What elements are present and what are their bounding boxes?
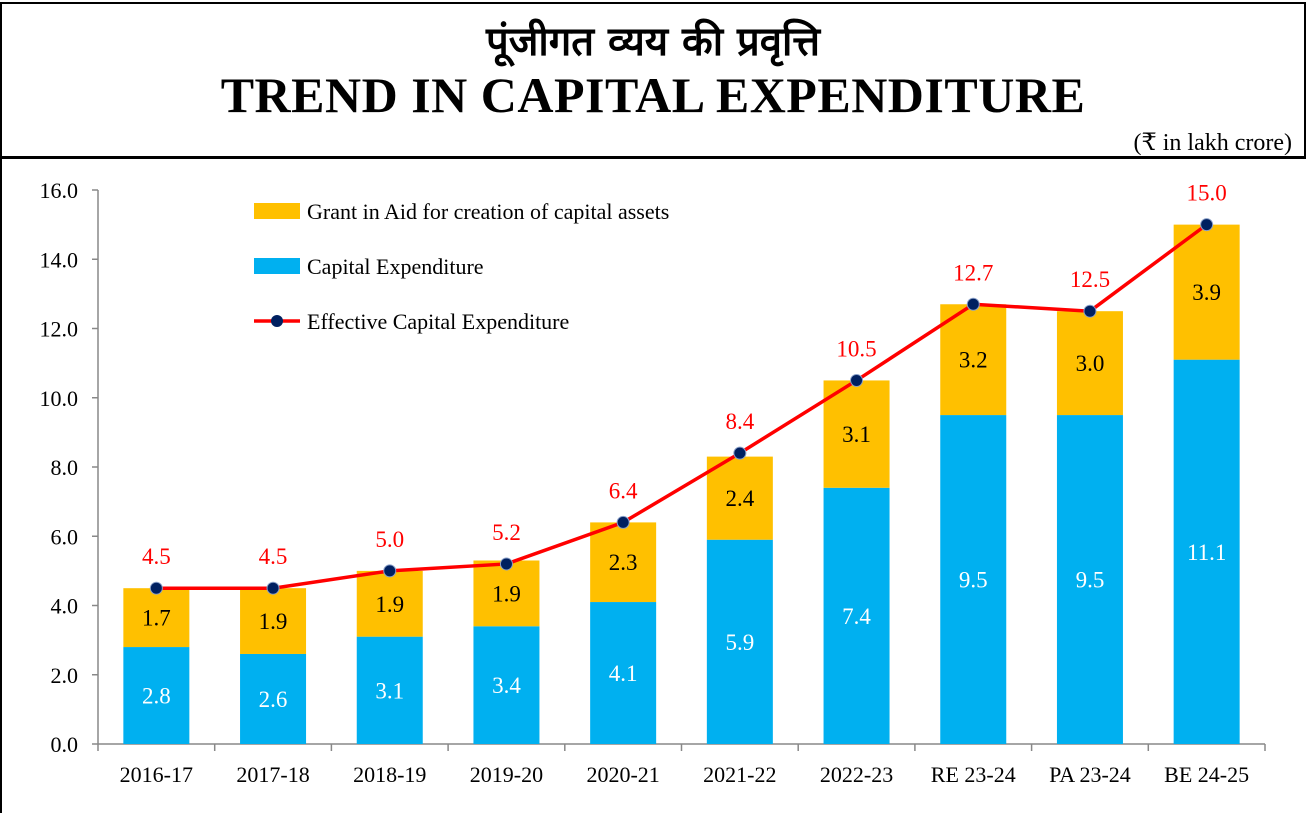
data-label-effective-capital-expenditure: 8.4 — [725, 409, 754, 434]
legend-label: Effective Capital Expenditure — [307, 309, 569, 334]
x-tick-label: 2021-22 — [703, 762, 776, 787]
data-label-effective-capital-expenditure: 12.7 — [953, 260, 993, 285]
data-label-effective-capital-expenditure: 4.5 — [259, 544, 288, 569]
data-label-capital-expenditure: 5.9 — [725, 630, 754, 655]
data-label-capital-expenditure: 7.4 — [842, 604, 871, 629]
data-label-effective-capital-expenditure: 4.5 — [142, 544, 171, 569]
marker-effective-capital-expenditure — [383, 564, 397, 578]
y-tick-label: 10.0 — [40, 386, 79, 411]
data-label-grant-in-aid: 3.9 — [1192, 280, 1221, 305]
data-label-capital-expenditure: 9.5 — [1076, 568, 1105, 593]
bar-grant-in-aid — [1173, 224, 1240, 360]
x-tick-label: RE 23-24 — [931, 762, 1016, 787]
data-label-capital-expenditure: 2.6 — [259, 687, 288, 712]
bar-capital-expenditure — [473, 626, 540, 744]
data-label-capital-expenditure: 3.1 — [375, 678, 404, 703]
data-label-grant-in-aid: 1.9 — [259, 609, 288, 634]
marker-effective-capital-expenditure — [850, 373, 864, 387]
marker-effective-capital-expenditure — [149, 581, 163, 595]
bar-capital-expenditure — [940, 415, 1007, 744]
y-tick-label: 4.0 — [51, 594, 79, 619]
bar-grant-in-aid — [590, 522, 657, 603]
data-label-capital-expenditure: 2.8 — [142, 684, 171, 709]
bar-capital-expenditure — [240, 653, 307, 744]
marker-effective-capital-expenditure — [616, 515, 630, 529]
legend-marker — [271, 315, 283, 327]
data-label-grant-in-aid: 2.4 — [725, 486, 754, 511]
data-label-capital-expenditure: 11.1 — [1187, 540, 1226, 565]
data-label-grant-in-aid: 1.7 — [142, 606, 171, 631]
x-tick-label: 2020-21 — [586, 762, 659, 787]
y-tick-label: 0.0 — [51, 732, 79, 757]
x-tick-label: PA 23-24 — [1049, 762, 1131, 787]
bar-capital-expenditure — [356, 636, 423, 744]
marker-effective-capital-expenditure — [733, 446, 747, 460]
x-tick-label: 2016-17 — [120, 762, 193, 787]
data-label-grant-in-aid: 2.3 — [609, 550, 638, 575]
data-label-grant-in-aid: 3.2 — [959, 348, 988, 373]
x-tick-label: 2022-23 — [820, 762, 893, 787]
y-tick-label: 12.0 — [40, 317, 79, 342]
line-effective-capital-expenditure — [156, 223, 1208, 590]
bar-capital-expenditure — [1056, 415, 1123, 744]
legend-swatch — [254, 258, 300, 274]
data-label-effective-capital-expenditure: 5.0 — [375, 527, 404, 552]
chart-title-hindi: पूंजीगत व्यय की प्रवृत्ति — [485, 19, 821, 65]
bar-capital-expenditure — [590, 602, 657, 744]
x-tick-label: BE 24-25 — [1164, 762, 1249, 787]
marker-effective-capital-expenditure — [1200, 218, 1214, 232]
legend-label: Capital Expenditure — [307, 254, 484, 279]
data-label-effective-capital-expenditure: 5.2 — [492, 520, 521, 545]
bar-grant-in-aid — [473, 560, 540, 627]
data-label-grant-in-aid: 3.0 — [1076, 351, 1105, 376]
unit-label: (₹ in lakh crore) — [1133, 130, 1292, 156]
data-label-effective-capital-expenditure: 12.5 — [1070, 267, 1110, 292]
title-box: पूंजीगत व्यय की प्रवृत्ति TREND IN CAPIT… — [0, 2, 1306, 159]
data-label-grant-in-aid: 1.9 — [375, 592, 404, 617]
legend-swatch — [254, 203, 300, 219]
bar-capital-expenditure — [823, 487, 890, 744]
data-label-effective-capital-expenditure: 15.0 — [1187, 181, 1227, 206]
data-label-grant-in-aid: 3.1 — [842, 422, 871, 447]
y-tick-label: 14.0 — [40, 247, 79, 272]
data-label-effective-capital-expenditure: 10.5 — [836, 336, 876, 361]
x-tick-label: 2017-18 — [236, 762, 309, 787]
bar-capital-expenditure — [123, 647, 190, 744]
data-label-capital-expenditure: 3.4 — [492, 673, 521, 698]
legend-label: Grant in Aid for creation of capital ass… — [307, 199, 669, 224]
bar-grant-in-aid — [240, 588, 307, 654]
data-label-capital-expenditure: 4.1 — [609, 661, 638, 686]
y-tick-label: 6.0 — [51, 524, 79, 549]
y-tick-label: 8.0 — [51, 455, 79, 480]
bar-grant-in-aid — [123, 588, 190, 648]
marker-effective-capital-expenditure — [266, 581, 280, 595]
x-tick-label: 2018-19 — [353, 762, 426, 787]
y-tick-label: 16.0 — [40, 178, 79, 203]
y-tick-label: 2.0 — [51, 663, 79, 688]
data-label-effective-capital-expenditure: 6.4 — [609, 478, 638, 503]
x-tick-label: 2019-20 — [470, 762, 543, 787]
marker-effective-capital-expenditure — [966, 297, 980, 311]
bar-grant-in-aid — [706, 456, 773, 540]
data-label-grant-in-aid: 1.9 — [492, 581, 521, 606]
data-label-capital-expenditure: 9.5 — [959, 568, 988, 593]
chart-title: TREND IN CAPITAL EXPENDITURE — [220, 67, 1086, 123]
bar-capital-expenditure — [1173, 359, 1240, 744]
frame-border — [0, 155, 2, 813]
marker-effective-capital-expenditure — [1083, 304, 1097, 318]
bar-capital-expenditure — [706, 539, 773, 744]
bar-grant-in-aid — [1056, 311, 1123, 416]
bar-grant-in-aid — [940, 304, 1007, 416]
bar-grant-in-aid — [823, 380, 890, 488]
marker-effective-capital-expenditure — [499, 557, 513, 571]
bar-grant-in-aid — [356, 570, 423, 637]
